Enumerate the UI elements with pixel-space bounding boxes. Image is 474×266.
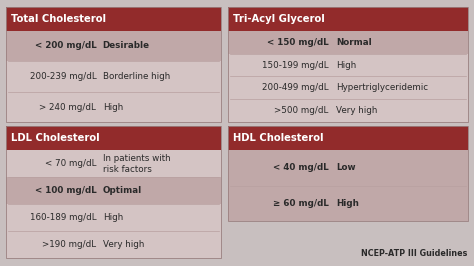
Bar <box>6 7 221 122</box>
Bar <box>6 31 221 61</box>
Bar <box>6 150 221 177</box>
Bar <box>228 53 468 76</box>
Bar <box>228 99 468 122</box>
Text: Very high: Very high <box>103 240 144 249</box>
Bar <box>228 150 468 186</box>
Text: < 100 mg/dL: < 100 mg/dL <box>35 186 96 195</box>
Bar <box>228 7 468 122</box>
Bar <box>6 7 221 31</box>
Bar <box>6 126 221 258</box>
Text: > 240 mg/dL: > 240 mg/dL <box>39 103 96 111</box>
Text: < 70 mg/dL: < 70 mg/dL <box>45 159 96 168</box>
Text: Low: Low <box>336 163 356 172</box>
Text: Borderline high: Borderline high <box>103 72 170 81</box>
Bar <box>6 126 221 258</box>
Text: LDL Cholesterol: LDL Cholesterol <box>11 133 100 143</box>
Text: 200-239 mg/dL: 200-239 mg/dL <box>29 72 96 81</box>
Text: Normal: Normal <box>336 38 372 47</box>
Text: Optimal: Optimal <box>103 186 142 195</box>
Text: High: High <box>103 103 123 111</box>
Text: High: High <box>336 199 359 208</box>
Bar <box>228 31 468 53</box>
Bar <box>6 7 221 122</box>
Text: In patients with
risk factors: In patients with risk factors <box>103 154 170 174</box>
Bar <box>228 76 468 99</box>
Text: Total Cholesterol: Total Cholesterol <box>11 14 106 24</box>
Text: 160-189 mg/dL: 160-189 mg/dL <box>30 213 96 222</box>
Bar <box>6 61 221 92</box>
Bar <box>6 177 221 204</box>
Bar <box>228 126 468 221</box>
Bar <box>6 231 221 258</box>
Bar <box>6 126 221 150</box>
Bar <box>228 186 468 221</box>
Text: >190 mg/dL: >190 mg/dL <box>42 240 96 249</box>
Bar <box>228 7 468 31</box>
Text: < 150 mg/dL: < 150 mg/dL <box>267 38 328 47</box>
Text: < 200 mg/dL: < 200 mg/dL <box>35 41 96 50</box>
Text: Tri-Acyl Glycerol: Tri-Acyl Glycerol <box>233 14 325 24</box>
Bar <box>6 92 221 122</box>
Text: HDL Cholesterol: HDL Cholesterol <box>233 133 324 143</box>
Text: ≥ 60 mg/dL: ≥ 60 mg/dL <box>273 199 328 208</box>
Text: 150-199 mg/dL: 150-199 mg/dL <box>262 60 328 69</box>
Text: Hypertriglyceridemic: Hypertriglyceridemic <box>336 84 428 93</box>
Bar <box>228 126 468 150</box>
Bar <box>228 126 468 221</box>
Bar <box>228 7 468 122</box>
Text: NCEP-ATP III Guidelines: NCEP-ATP III Guidelines <box>361 249 467 258</box>
Text: 200-499 mg/dL: 200-499 mg/dL <box>262 84 328 93</box>
Text: High: High <box>336 60 356 69</box>
Text: Very high: Very high <box>336 106 377 115</box>
Text: High: High <box>103 213 123 222</box>
Bar <box>6 204 221 231</box>
Text: >500 mg/dL: >500 mg/dL <box>274 106 328 115</box>
Text: Desirable: Desirable <box>103 41 150 50</box>
Text: < 40 mg/dL: < 40 mg/dL <box>273 163 328 172</box>
